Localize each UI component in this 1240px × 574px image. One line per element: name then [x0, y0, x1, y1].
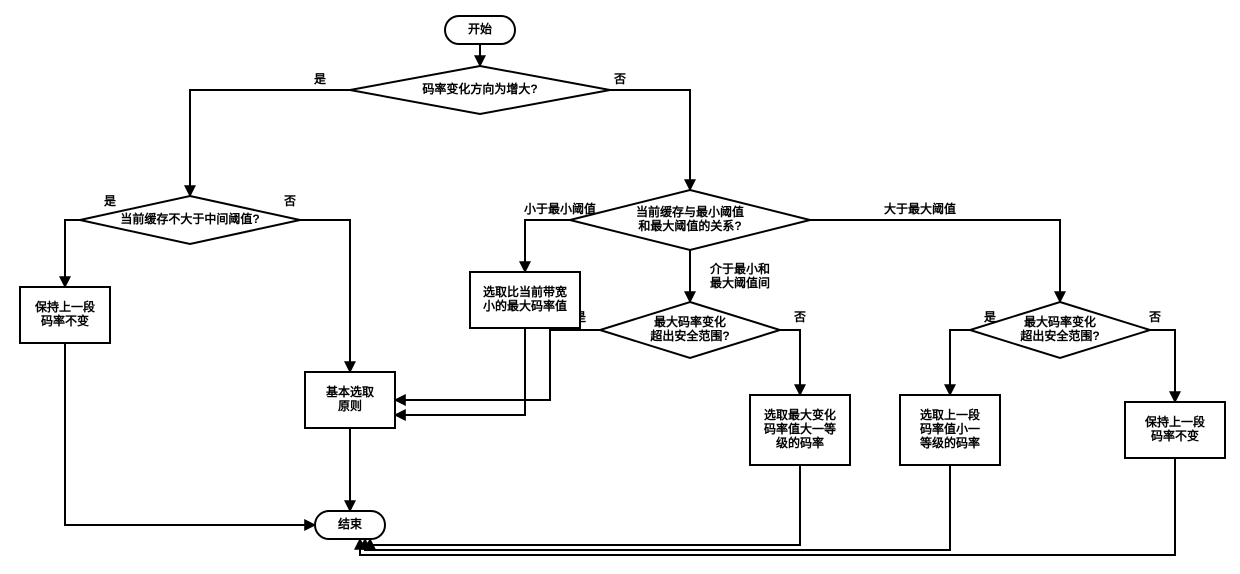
node-label: 码率不变: [1151, 428, 1199, 443]
edge: [360, 458, 1175, 555]
edge-label: 否: [283, 194, 296, 208]
node-d4: 最大码率变化超出安全范围?: [600, 302, 780, 358]
edge-label: 小于最小阈值: [524, 201, 596, 216]
node-label: 码率不变: [41, 313, 89, 328]
node-p_basic: 基本选取原则: [305, 372, 395, 428]
edge-label: 否: [793, 310, 806, 324]
node-label: 级的码率: [776, 435, 824, 450]
edge-label: 否: [613, 72, 626, 86]
node-label: 超出安全范围?: [649, 328, 729, 343]
edge-label: 大于最大阈值: [884, 201, 956, 216]
node-p_keep1: 保持上一段码率不变: [20, 287, 110, 343]
node-end: 结束: [315, 511, 385, 539]
node-label: 原则: [338, 399, 362, 413]
node-d1: 码率变化方向为增大?: [350, 66, 610, 114]
node-d3: 当前缓存与最小阈值和最大阈值的关系?: [570, 190, 810, 250]
node-label: 最大码率变化: [654, 314, 726, 329]
edge: [65, 220, 80, 287]
node-label: 选取上一段: [920, 407, 981, 422]
edge: [300, 220, 350, 372]
node-label: 当前缓存不大于中间阈值?: [120, 211, 259, 226]
edge-label: 最大阈值间: [710, 275, 770, 290]
node-label: 保持上一段: [34, 299, 96, 314]
edge-label: 介于最小和: [709, 261, 770, 276]
edge: [780, 330, 800, 395]
node-p_minbw: 选取比当前带宽小的最大码率值: [470, 272, 580, 328]
node-p_up: 选取最大变化码率值大一等级的码率: [750, 395, 850, 465]
edge: [1150, 330, 1175, 402]
node-label: 选取比当前带宽: [483, 284, 567, 299]
edge: [525, 220, 570, 272]
edge: [610, 90, 690, 190]
edge-label: 是: [313, 72, 327, 86]
node-p_down: 选取上一段码率值小一等级的码率: [900, 395, 1000, 465]
node-label: 选取最大变化: [764, 407, 836, 422]
node-label: 超出安全范围?: [1019, 328, 1099, 343]
edge: [365, 465, 950, 550]
node-label: 等级的码率: [919, 435, 980, 450]
edge-label: 是: [103, 194, 117, 208]
node-label: 和最大阈值的关系?: [637, 218, 741, 233]
edge: [395, 330, 600, 400]
node-label: 当前缓存与最小阈值: [636, 204, 744, 219]
node-label: 结束: [338, 516, 363, 531]
edge: [370, 465, 800, 545]
edges-group: 是否是否小于最小阈值介于最小和最大阈值间大于最大阈值是否是否: [65, 44, 1175, 555]
nodes-group: 开始码率变化方向为增大? 当前缓存不大于中间阈值? 当前缓存与最小阈值和最大阈值的关…: [20, 16, 1225, 539]
node-d5: 最大码率变化超出安全范围?: [970, 302, 1150, 358]
edge: [395, 328, 525, 415]
edge: [810, 220, 1060, 302]
node-label: 保持上一段: [1144, 414, 1206, 429]
node-label: 开始: [468, 21, 492, 36]
edge: [65, 343, 315, 525]
node-label: 码率值小一: [920, 421, 980, 436]
node-label: 码率变化方向为增大?: [422, 81, 537, 96]
edge: [190, 90, 350, 196]
node-label: 小的最大码率值: [483, 298, 567, 313]
edge: [950, 330, 970, 395]
node-start: 开始: [445, 16, 515, 44]
edge-label: 否: [1148, 310, 1161, 324]
node-label: 码率值大一等: [764, 421, 836, 436]
node-p_keep2: 保持上一段码率不变: [1125, 402, 1225, 458]
node-label: 基本选取: [325, 384, 374, 399]
flowchart-canvas: 是否是否小于最小阈值介于最小和最大阈值间大于最大阈值是否是否开始码率变化方向为增…: [0, 0, 1240, 574]
node-label: 最大码率变化: [1024, 314, 1096, 329]
